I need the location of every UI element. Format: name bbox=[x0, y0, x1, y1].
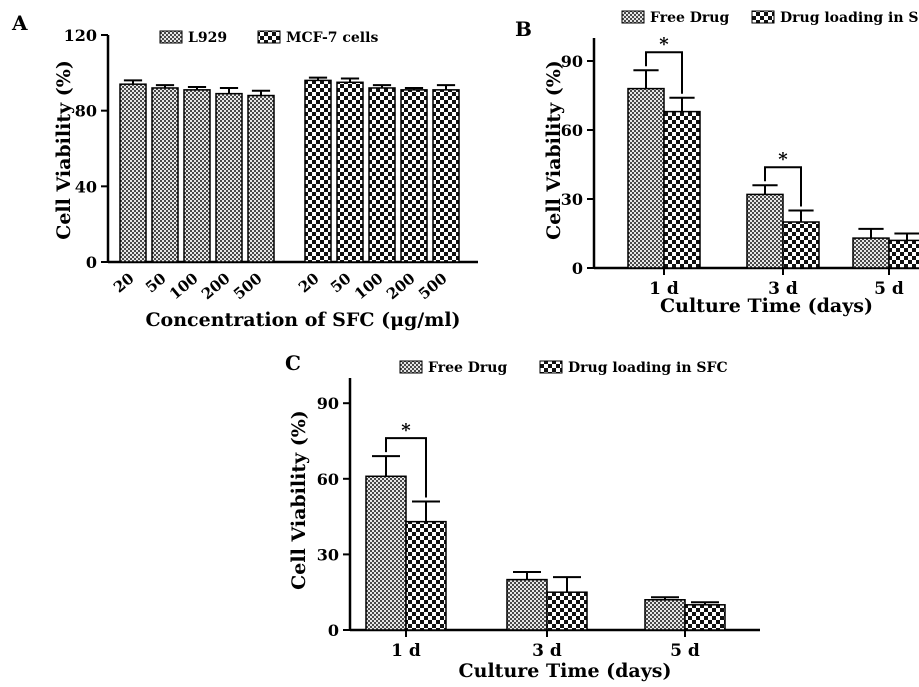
bar bbox=[546, 591, 588, 631]
x-axis-title: Culture Time (days) bbox=[459, 660, 672, 682]
legend-swatch bbox=[257, 30, 281, 44]
bar bbox=[644, 599, 686, 631]
bar bbox=[368, 87, 396, 263]
x-tick-label: 20 bbox=[295, 269, 323, 296]
panel-A: A 0 40 80 120 Cell Viability (%) Concentration… bbox=[11, 11, 478, 331]
x-tick-label: 100 bbox=[351, 269, 387, 303]
x-tick-label: 50 bbox=[327, 269, 355, 296]
y-tick-label: 30 bbox=[317, 545, 339, 564]
significance-marker: * bbox=[659, 34, 669, 55]
y-tick-label: 40 bbox=[75, 177, 97, 196]
bar bbox=[400, 89, 428, 263]
x-tick-label: 1 d bbox=[391, 641, 421, 661]
significance-marker: * bbox=[778, 149, 788, 170]
bar bbox=[336, 81, 364, 263]
legend-swatch bbox=[621, 10, 645, 24]
x-axis-title: Concentration of SFC (μg/ml) bbox=[145, 309, 460, 331]
y-tick-label: 120 bbox=[64, 26, 97, 45]
bar bbox=[888, 239, 919, 269]
y-tick-label: 0 bbox=[572, 259, 583, 278]
panel-label-B: B bbox=[515, 17, 532, 41]
significance-bracket bbox=[385, 437, 427, 498]
x-tick-label: 3 d bbox=[768, 279, 798, 299]
legend-swatch bbox=[399, 360, 423, 374]
bar bbox=[746, 193, 784, 269]
significance-marker: * bbox=[401, 420, 411, 441]
bar bbox=[304, 79, 332, 263]
bar bbox=[151, 87, 179, 263]
bar bbox=[684, 604, 726, 631]
panel-label-A: A bbox=[11, 11, 28, 35]
y-axis-title: Cell Viability (%) bbox=[543, 60, 565, 240]
x-tick-label: 5 d bbox=[670, 641, 700, 661]
bar bbox=[365, 475, 407, 631]
x-tick-label: 200 bbox=[383, 269, 419, 303]
x-tick-label: 100 bbox=[166, 269, 202, 303]
x-tick-label: 3 d bbox=[532, 641, 562, 661]
bar bbox=[663, 110, 701, 269]
legend-label: Drug loading in SFC bbox=[780, 10, 919, 26]
x-tick-label: 1 d bbox=[649, 279, 679, 299]
x-tick-label: 50 bbox=[142, 269, 170, 296]
y-tick-label: 60 bbox=[561, 121, 583, 140]
bar bbox=[627, 87, 665, 269]
y-tick-label: 30 bbox=[561, 190, 583, 209]
bar bbox=[432, 89, 460, 263]
legend-swatch bbox=[539, 360, 563, 374]
x-tick-label: 20 bbox=[110, 269, 138, 296]
bar bbox=[183, 89, 211, 263]
y-tick-label: 0 bbox=[328, 621, 339, 640]
y-axis-title: Cell Viability (%) bbox=[53, 60, 75, 240]
y-tick-label: 90 bbox=[561, 52, 583, 71]
legend-label: MCF-7 cells bbox=[286, 30, 378, 46]
y-axis-title: Cell Viability (%) bbox=[288, 410, 310, 590]
legend-label: Free Drug bbox=[650, 10, 729, 26]
significance-bracket bbox=[764, 166, 802, 207]
significance-bracket bbox=[645, 51, 683, 94]
x-tick-label: 500 bbox=[415, 269, 451, 303]
bar bbox=[215, 92, 243, 263]
bar bbox=[852, 237, 890, 269]
x-tick-label: 200 bbox=[198, 269, 234, 303]
y-tick-label: 80 bbox=[75, 102, 97, 121]
legend-label: Free Drug bbox=[428, 360, 507, 376]
bar bbox=[782, 221, 820, 269]
bar bbox=[119, 83, 147, 263]
x-axis-title: Culture Time (days) bbox=[660, 295, 873, 317]
bar bbox=[405, 520, 447, 631]
panel-C: C 0 30 60 90 Cell Viability (%) Culture Time (… bbox=[285, 351, 760, 682]
bar bbox=[506, 578, 548, 631]
y-tick-label: 60 bbox=[317, 470, 339, 489]
legend-swatch bbox=[751, 10, 775, 24]
legend-swatch bbox=[159, 30, 183, 44]
legend-label: Drug loading in SFC bbox=[568, 360, 728, 376]
x-tick-label: 500 bbox=[230, 269, 266, 303]
x-tick-label: 5 d bbox=[874, 279, 904, 299]
panel-label-C: C bbox=[285, 351, 301, 375]
y-tick-label: 90 bbox=[317, 394, 339, 413]
legend-label: L929 bbox=[188, 30, 227, 46]
y-tick-label: 0 bbox=[86, 253, 97, 272]
bar bbox=[247, 94, 275, 263]
